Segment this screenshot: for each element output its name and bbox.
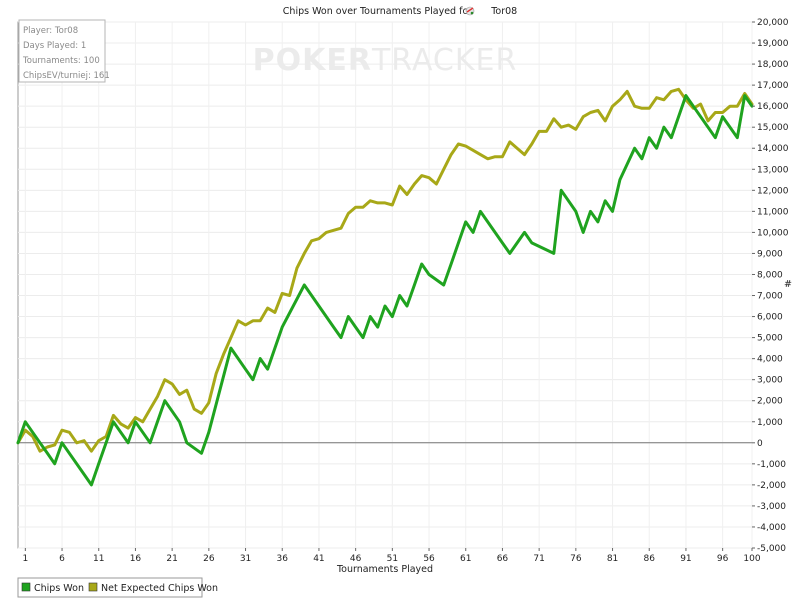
y-tick-label: 13,000 [757,165,789,175]
x-tick-label: 21 [166,554,177,564]
x-tick-label: 86 [644,554,656,564]
y-tick-label: 0 [757,439,763,449]
x-tick-label: 76 [570,554,582,564]
x-axis: 1 6 11 16 21 26 31 36 41 46 51 56 61 66 71 76 81 86 91 96 10… [22,548,761,564]
legend-label-chips-won: Chips Won [34,583,84,594]
x-tick-label: 61 [460,554,471,564]
info-box: Player: Tor08 Days Played: 1 Tournaments… [18,19,110,83]
info-player: Player: Tor08 [23,26,78,36]
y-tick-label: 12,000 [757,186,789,196]
y-tick-label: 19,000 [757,39,789,49]
x-tick-label: 41 [313,554,324,564]
y-tick-label: 3,000 [757,376,783,386]
y-tick-label: 14,000 [757,144,789,154]
series-line-chips-won [16,94,754,487]
x-tick-label: 36 [277,554,289,564]
y-tick-label: -5,000 [757,544,786,554]
chart-title-text: Chips Won over Tournaments Played for [283,6,472,17]
x-tick-label: 91 [680,554,691,564]
series-line-net-expected [16,87,754,453]
x-tick-label: 6 [59,554,65,564]
y-tick-label: 4,000 [757,355,783,365]
legend-swatch-net-expected [88,582,98,592]
y-tick-label: -3,000 [757,502,786,512]
y-tick-label: 9,000 [757,249,783,259]
y-tick-label: 18,000 [757,60,789,70]
legend-label-net-expected: Net Expected Chips Won [101,583,218,594]
y-tick-label: -1,000 [757,460,786,470]
x-tick-label: 51 [387,554,398,564]
legend: Chips Won Net Expected Chips Won [17,577,218,598]
y-tick-label: 7,000 [757,292,783,302]
pokertracker-logo-icon [465,6,475,16]
y-tick-label: 15,000 [757,123,789,133]
y-tick-label: 20,000 [757,18,789,28]
plot-area [17,21,753,549]
x-tick-label: 81 [607,554,618,564]
y-tick-label: -4,000 [757,523,786,533]
y-tick-label: 6,000 [757,313,783,323]
legend-swatch-chips-won [21,582,31,592]
x-tick-label: 16 [130,554,142,564]
player-name: Tor08 [490,6,517,17]
x-tick-label: 11 [93,554,104,564]
y-tick-label: 17,000 [757,81,789,91]
y-tick-label: 8,000 [757,270,783,280]
x-tick-label: 46 [350,554,362,564]
y-tick-label: 11,000 [757,207,789,217]
x-tick-label: 56 [423,554,435,564]
watermark-bold: POKER [253,43,372,78]
info-days-played: Days Played: 1 [23,41,86,51]
x-tick-label: 71 [533,554,544,564]
x-axis-label: Tournaments Played [336,564,433,575]
info-chipsev: ChipsEV/turniej: 161 [23,71,110,81]
x-tick-label: 1 [22,554,28,564]
x-tick-label: 66 [497,554,509,564]
y-tick-label: 10,000 [757,228,789,238]
watermark: POKERTRACKER [253,43,518,78]
chart-title: Chips Won over Tournaments Played for To… [283,6,517,17]
y-tick-label: 16,000 [757,102,789,112]
x-tick-label: 96 [717,554,729,564]
x-tick-label: 26 [203,554,215,564]
series-layer [16,87,754,487]
y-tick-label: 2,000 [757,397,783,407]
y-tick-label: 5,000 [757,334,783,344]
y-tick-label: 1,000 [757,418,783,428]
x-tick-label: 31 [240,554,251,564]
y-axis-label: # [784,279,792,290]
info-tournaments: Tournaments: 100 [22,56,100,66]
y-tick-label: -2,000 [757,481,786,491]
x-tick-label: 100 [743,554,760,564]
watermark-light: TRACKER [371,43,517,78]
y-axis: -5,000 -4,000 -3,000 -2,000 -1,000 0 1,000 2,00… [752,18,789,554]
